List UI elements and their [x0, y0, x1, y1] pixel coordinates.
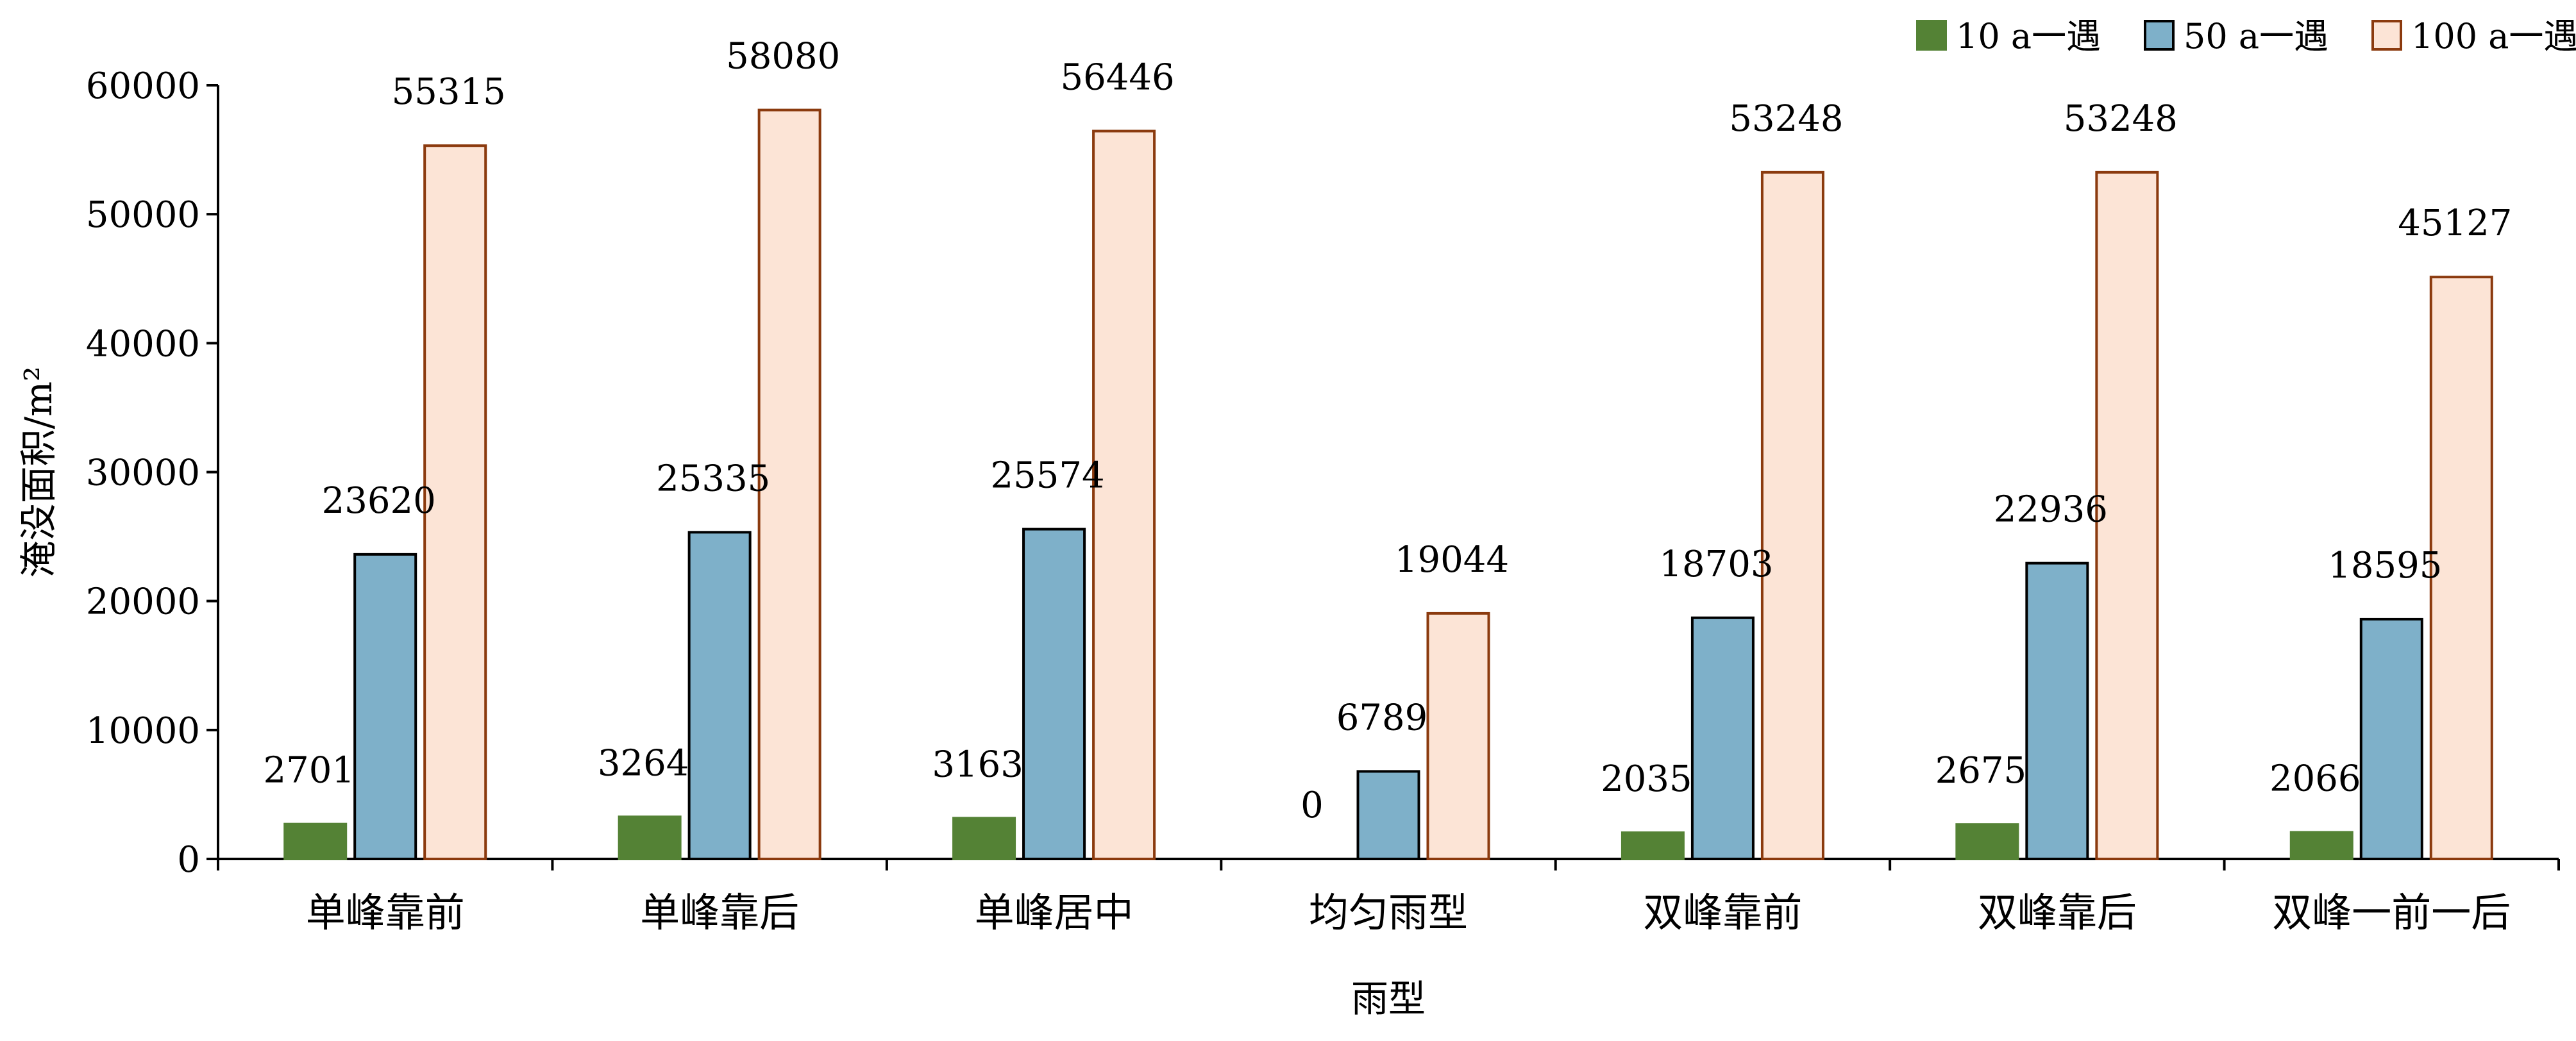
data-labels: 2701 23620 55315 3264 25335 58080 3163 25574 564… — [263, 36, 2512, 826]
bar — [2025, 562, 2089, 860]
legend-label[interactable]: 100 a一遇 — [2411, 16, 2576, 56]
bar — [283, 822, 348, 861]
data-label: 18703 — [1659, 544, 1773, 585]
bar — [2289, 831, 2353, 860]
data-label: 3264 — [598, 742, 689, 784]
data-label: 58080 — [726, 36, 840, 78]
data-label: 53248 — [2064, 98, 2178, 140]
data-label: 25574 — [990, 455, 1104, 497]
bar — [1356, 770, 1420, 861]
data-label: 23620 — [322, 480, 436, 522]
x-tick-label: 单峰居中 — [975, 889, 1134, 936]
data-label: 0 — [1301, 785, 1324, 826]
bar — [2429, 276, 2493, 860]
data-label: 3163 — [932, 744, 1023, 785]
data-label: 53248 — [1729, 98, 1843, 140]
data-label: 2675 — [1935, 750, 2027, 792]
data-label: 6789 — [1336, 697, 1428, 738]
bar — [1690, 616, 1755, 860]
data-label: 56446 — [1060, 56, 1174, 98]
y-tick-label: 20000 — [86, 581, 200, 623]
x-tick-label: 单峰靠前 — [306, 889, 465, 936]
x-tick-label: 单峰靠后 — [640, 889, 799, 936]
data-label: 2066 — [2269, 758, 2361, 799]
x-tick-label: 双峰一前一后 — [2272, 889, 2511, 936]
y-tick-label: 0 — [177, 839, 200, 881]
y-tick-label: 10000 — [86, 710, 200, 752]
y-tick-label: 30000 — [86, 453, 200, 494]
axes: 0 10000 20000 30000 40000 50000 60000 单峰靠前 单峰靠后 单… — [86, 65, 2560, 936]
y-tick-label: 60000 — [86, 65, 200, 107]
data-label: 25335 — [656, 458, 770, 499]
bar — [1092, 129, 1156, 860]
data-label: 2701 — [263, 750, 355, 792]
bar — [1760, 171, 1824, 860]
y-tick-label: 40000 — [86, 323, 200, 365]
bar — [423, 144, 487, 860]
data-label: 55315 — [392, 71, 506, 113]
data-label: 45127 — [2398, 203, 2512, 244]
bar — [1621, 831, 1685, 861]
legend-swatch[interactable] — [2371, 20, 2402, 51]
data-label: 19044 — [1395, 539, 1509, 581]
bar — [2095, 171, 2159, 860]
bar — [1022, 528, 1086, 860]
data-label: 18595 — [2328, 545, 2442, 587]
y-tick-label: 50000 — [86, 194, 200, 236]
x-tick-label: 均匀雨型 — [1309, 889, 1468, 936]
bar — [757, 108, 821, 860]
legend-label[interactable]: 50 a一遇 — [2184, 16, 2328, 56]
x-tick-label: 双峰靠前 — [1643, 889, 1802, 936]
bar — [687, 531, 752, 860]
bar — [1426, 612, 1490, 860]
legend-label[interactable]: 10 a一遇 — [1956, 16, 2101, 56]
bar — [1955, 823, 2019, 860]
bar — [2359, 617, 2423, 861]
bar — [353, 553, 417, 861]
data-label: 2035 — [1601, 758, 1692, 800]
bars — [283, 108, 2493, 861]
x-tick-label: 双峰靠后 — [1978, 889, 2137, 936]
data-label: 22936 — [1994, 489, 2108, 531]
legend[interactable]: 10 a一遇 50 a一遇 100 a一遇 — [1916, 16, 2576, 56]
y-axis-title: 淹没面积/m² — [17, 367, 60, 578]
bar — [952, 817, 1016, 860]
x-axis-title: 雨型 — [1351, 977, 1426, 1020]
bar — [618, 815, 682, 861]
legend-swatch[interactable] — [1916, 20, 1947, 51]
legend-swatch[interactable] — [2144, 20, 2175, 51]
